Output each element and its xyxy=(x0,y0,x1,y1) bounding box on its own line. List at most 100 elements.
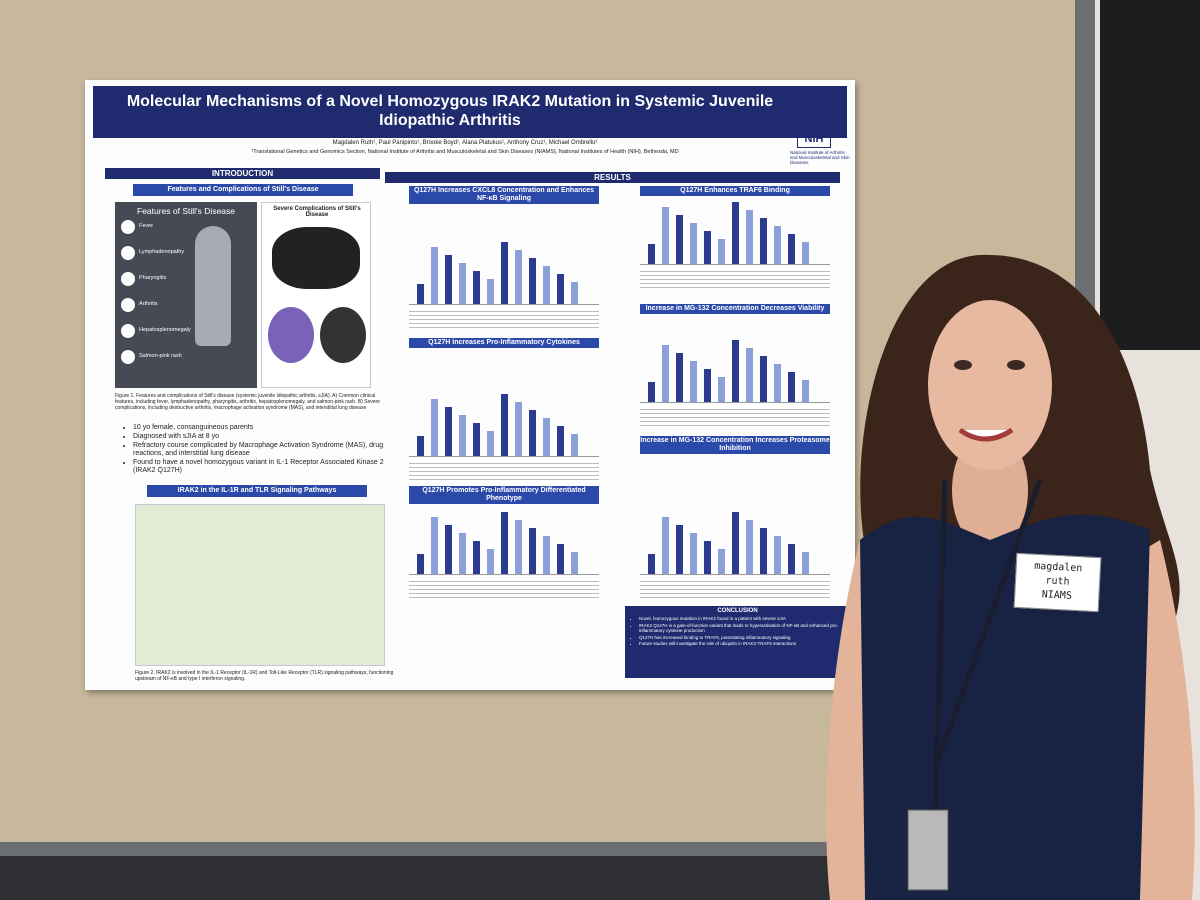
figure-decoration xyxy=(746,210,753,264)
results-figure xyxy=(409,358,599,457)
intro-bullet: 10 yo female, consanguineous parents xyxy=(133,424,388,432)
figure-decoration xyxy=(417,436,424,456)
results-panel-title: Increase in MG-132 Concentration Decreas… xyxy=(640,304,830,314)
figure-decoration xyxy=(648,554,655,574)
feature-list: Fever Lymphadenopathy Pharyngitis Arthritis… xyxy=(121,220,201,380)
conclusion-bullets: Novel, homozygous mutation in IRAK2 foun… xyxy=(629,616,846,647)
figure-decoration xyxy=(445,255,452,304)
figure-decoration xyxy=(760,356,767,402)
affiliation: ¹Translational Genetics and Genomics Sec… xyxy=(251,149,679,155)
name-tag: magdalen ruth NIAMS xyxy=(1013,552,1102,613)
figure-decoration xyxy=(529,258,536,304)
logo-text: National Institute of Arthritis and Musc… xyxy=(790,150,850,165)
figure-decoration xyxy=(515,250,522,304)
figure-decoration xyxy=(676,215,683,264)
figure-decoration xyxy=(473,423,480,456)
badge xyxy=(907,809,949,891)
figure-decoration xyxy=(704,231,711,264)
figure-decoration xyxy=(690,361,697,402)
caption-decoration xyxy=(409,578,599,600)
figure-decoration xyxy=(473,271,480,304)
feature-label: Hepatosplenomegaly xyxy=(139,327,191,333)
results-figure xyxy=(409,506,599,575)
feature-label: Pharyngitis xyxy=(139,275,167,281)
body-silhouette xyxy=(195,226,231,346)
conclusion-bullet: Novel, homozygous mutation in IRAK2 foun… xyxy=(639,616,846,622)
figure-decoration xyxy=(746,348,753,402)
figure-decoration xyxy=(487,279,494,304)
figure-decoration xyxy=(788,544,795,574)
poster-title: Molecular Mechanisms of a Novel Homozygo… xyxy=(126,93,774,129)
results-panel-title: Increase in MG-132 Concentration Increas… xyxy=(640,436,830,454)
authors: Magdalen Ruth¹, Paul Panipinto¹, Brooke … xyxy=(332,140,598,146)
results-panel-title: Q127H Increases CXCL8 Concentration and … xyxy=(409,186,599,204)
figure-decoration xyxy=(459,533,466,574)
figure-decoration xyxy=(802,552,809,574)
figure-decoration xyxy=(543,536,550,574)
caption-decoration xyxy=(409,460,599,482)
figure-a: Features of Still's Disease Fever Lymphad… xyxy=(115,202,257,388)
figure-decoration xyxy=(417,284,424,304)
figure-decoration xyxy=(445,525,452,574)
figure-decoration xyxy=(704,541,711,574)
results-figure xyxy=(409,206,599,305)
intro-bullet: Refractory course complicated by Macroph… xyxy=(133,442,388,458)
conclusion-header: CONCLUSION xyxy=(717,608,758,614)
feature-icon xyxy=(121,272,135,286)
xray-image xyxy=(272,227,360,289)
caption-decoration xyxy=(640,406,830,428)
figure-2-caption: Figure 2. IRAK2 is involved in the IL-1 … xyxy=(135,670,394,682)
intro-bullets: 10 yo female, consanguineous parentsDiag… xyxy=(123,424,388,476)
figure-decoration xyxy=(690,223,697,264)
eye-left xyxy=(954,360,972,370)
figure-decoration xyxy=(515,520,522,574)
figure-decoration xyxy=(417,554,424,574)
figure-decoration xyxy=(459,263,466,304)
figure-decoration xyxy=(445,407,452,456)
figure-decoration xyxy=(732,340,739,402)
intro-header: INTRODUCTION xyxy=(105,168,380,179)
feature-icon xyxy=(121,350,135,364)
conclusion-bullet: Future studies will investigate the role… xyxy=(639,641,846,647)
figure-decoration xyxy=(774,536,781,574)
figure-decoration xyxy=(431,399,438,456)
figure-decoration xyxy=(501,394,508,456)
figure-decoration xyxy=(571,282,578,304)
results-figure xyxy=(640,456,830,575)
name-line: NIAMS xyxy=(1041,589,1073,602)
conclusion-bullet: IRAK2 Q127H is a gain-of-function varian… xyxy=(639,623,846,634)
figure-decoration xyxy=(718,239,725,264)
figure-decoration xyxy=(760,218,767,264)
figure-decoration xyxy=(732,512,739,574)
pathway-diagram xyxy=(135,504,385,666)
figure-decoration xyxy=(648,382,655,402)
feature-icon xyxy=(121,246,135,260)
pathway-title: IRAK2 in the IL-1R and TLR Signaling Pat… xyxy=(147,485,367,497)
caption-decoration xyxy=(409,308,599,330)
figure-decoration xyxy=(459,415,466,456)
figure-decoration xyxy=(676,525,683,574)
figure-decoration xyxy=(431,517,438,574)
conclusion: CONCLUSION Novel, homozygous mutation in… xyxy=(625,606,850,678)
figure-decoration xyxy=(788,372,795,402)
caption-decoration xyxy=(640,268,830,290)
person xyxy=(826,254,1195,900)
figure-decoration xyxy=(648,244,655,264)
intro-bullet: Found to have a novel homozygous variant… xyxy=(133,459,388,475)
results-panel-title: Q127H Increases Pro-Inflammatory Cytokin… xyxy=(409,338,599,348)
feature-label: Lymphadenopathy xyxy=(139,249,185,255)
intro-panel-title: Features and Complications of Still's Di… xyxy=(133,184,353,196)
figure-decoration xyxy=(557,274,564,304)
lanyard xyxy=(932,479,1043,821)
cell-image xyxy=(268,307,314,363)
figure-decoration xyxy=(501,512,508,574)
figure-decoration xyxy=(704,369,711,402)
figure-decoration xyxy=(473,541,480,574)
figure-decoration xyxy=(788,234,795,264)
figure-decoration xyxy=(718,377,725,402)
figure-decoration xyxy=(515,402,522,456)
caption-decoration xyxy=(640,578,830,600)
results-header: RESULTS xyxy=(385,172,840,183)
figure-decoration xyxy=(431,247,438,304)
figure-decoration xyxy=(571,434,578,456)
